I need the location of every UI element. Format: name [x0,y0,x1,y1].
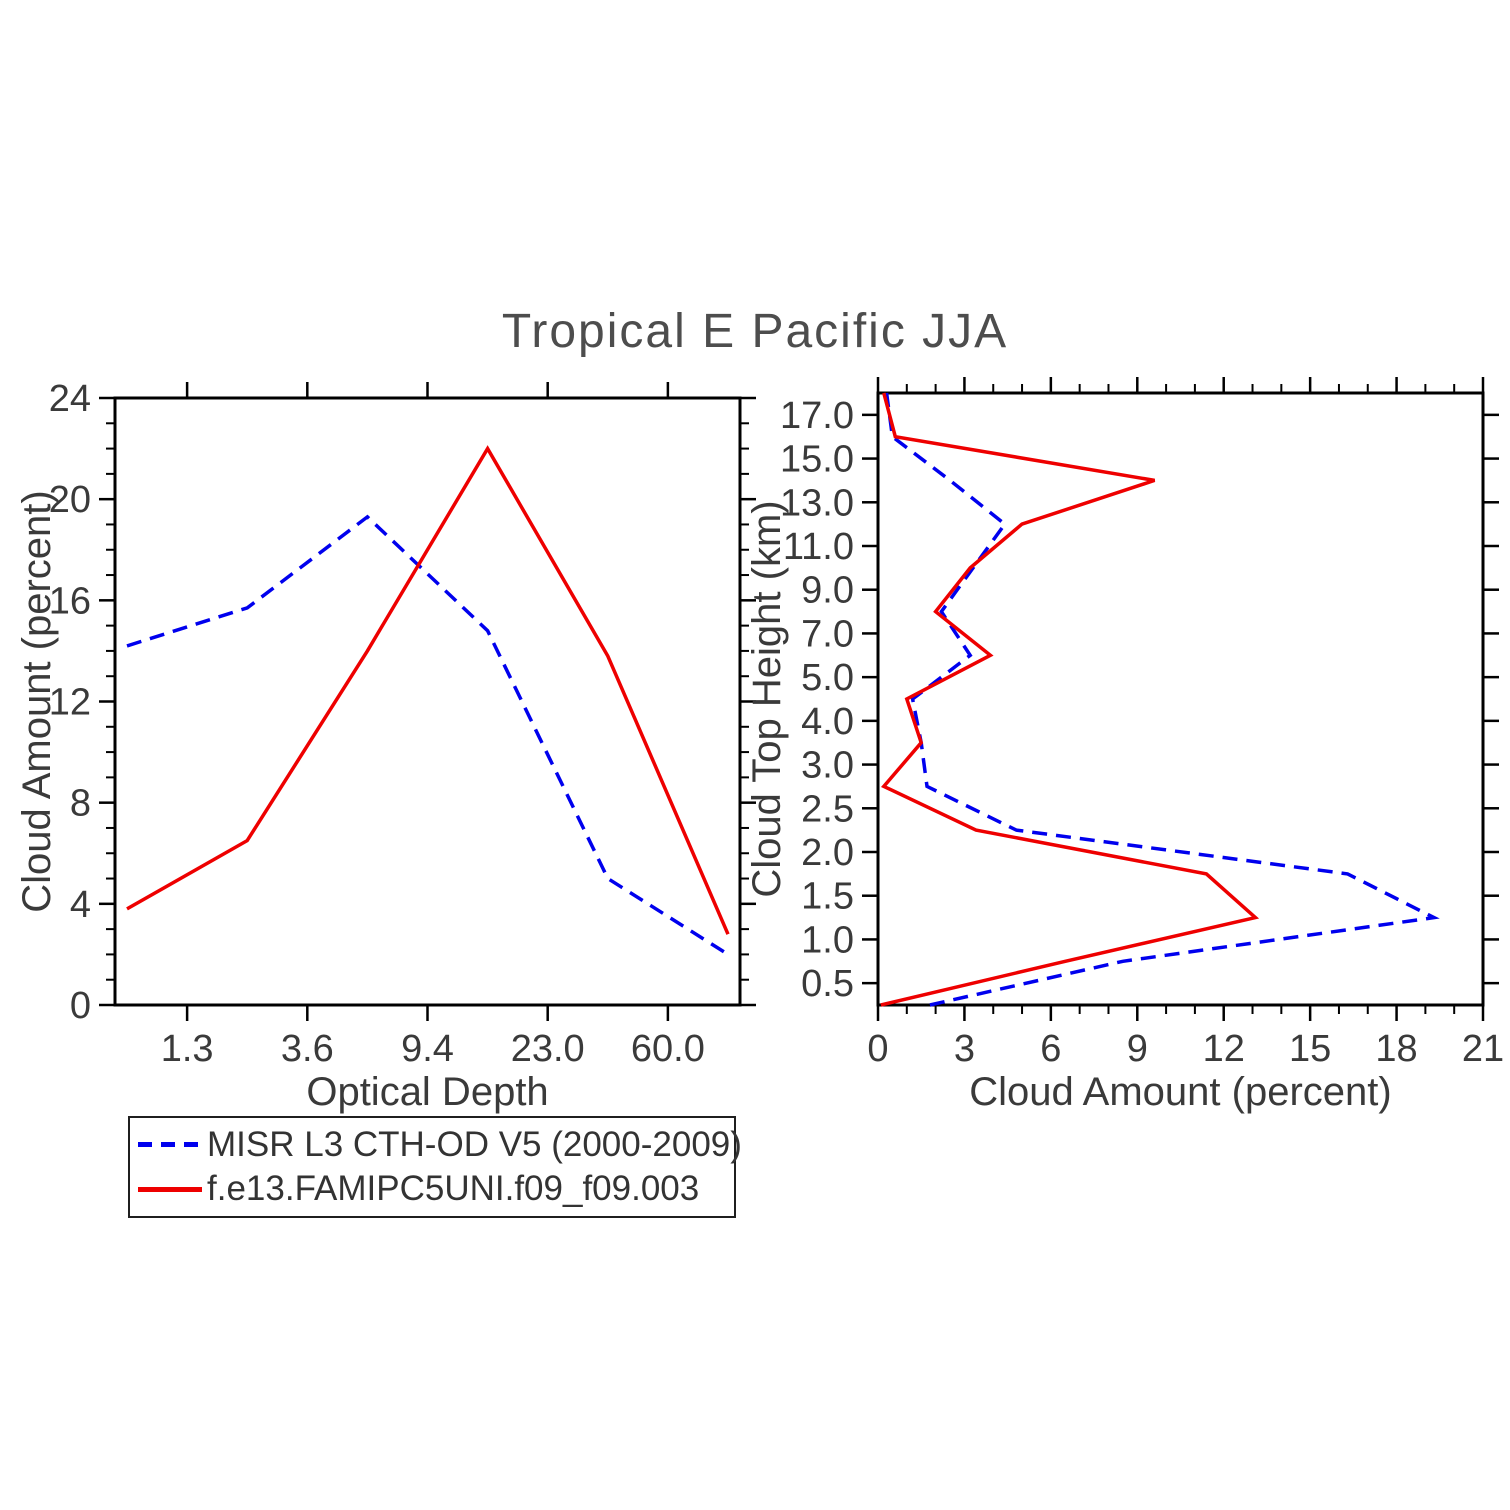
y-tick-label: 20 [49,479,91,521]
legend-label-misr: MISR L3 CTH-OD V5 (2000-2009) [207,1124,742,1164]
x-tick-label: 0 [867,1028,888,1070]
y-tick-label: 1.5 [801,876,854,918]
y-tick-label: 2.5 [801,788,854,830]
y-tick-label: 15.0 [780,439,854,481]
legend-box: MISR L3 CTH-OD V5 (2000-2009) f.e13.FAMI… [128,1116,742,1218]
x-tick-label: 18 [1375,1028,1417,1070]
x-tick-label: 9 [1127,1028,1148,1070]
y-tick-label: 5.0 [801,657,854,699]
y-tick-label: 4 [70,884,91,926]
legend-line-sample-dashed [138,1142,202,1148]
y-axis-title: Cloud Amount (percent) [15,490,59,912]
x-tick-label: 21 [1462,1028,1504,1070]
plot-frame [876,391,1485,1007]
y-axis-title: Cloud Top Height (km) [745,500,789,897]
series-line-solid [126,445,730,935]
y-tick-label: 24 [49,378,91,420]
y-tick-label: 12 [49,682,91,724]
legend-label-model: f.e13.FAMIPC5UNI.f09_f09.003 [207,1169,700,1209]
x-tick-label: 15 [1289,1028,1331,1070]
x-tick-label: 9.4 [401,1028,454,1070]
y-tick-label: 0.5 [801,963,854,1005]
y-tick-label: 2.0 [801,832,854,874]
x-tick-label: 3.6 [281,1028,334,1070]
series-line-solid [880,392,1260,1007]
y-tick-label: 17.0 [780,395,854,437]
panel-right: 0 3 6 9 12 15 18 21 0.51.01.52.02.53.04.05.07.09… [745,377,1504,1114]
y-tick-label: 9.0 [801,570,854,612]
x-tick-label: 3 [954,1028,975,1070]
series-line-dashed [126,514,729,956]
legend-line-sample-solid [138,1186,202,1192]
y-tick-label: 3.0 [801,745,854,787]
y-tick-label: 1.0 [801,919,854,961]
panel-left: 1.3 3.6 9.4 23.0 60.0 0 4 8 12 16 20 24 Optical Dept… [15,378,756,1114]
series-line-dashed [884,392,1440,1007]
y-tick-label: 16 [49,580,91,622]
figure-title: Tropical E Pacific JJA [501,305,1009,358]
legend-item-model: f.e13.FAMIPC5UNI.f09_f09.003 [138,1169,726,1209]
x-tick-label: 1.3 [161,1028,214,1070]
y-tick-label: 13.0 [780,482,854,524]
y-tick-label: 7.0 [801,613,854,655]
legend-item-misr: MISR L3 CTH-OD V5 (2000-2009) [138,1125,742,1165]
y-tick-label: 0 [70,985,91,1027]
x-axis-title: Cloud Amount (percent) [969,1070,1391,1114]
y-tick-label: 4.0 [801,701,854,743]
x-tick-label: 6 [1040,1028,1061,1070]
plot-frame [113,396,742,1007]
x-tick-label: 12 [1203,1028,1245,1070]
x-tick-label: 60.0 [631,1028,705,1070]
y-tick-label: 11.0 [783,526,854,568]
x-axis-title: Optical Depth [306,1070,548,1114]
x-tick-label: 23.0 [511,1028,585,1070]
y-tick-label: 8 [70,783,91,825]
